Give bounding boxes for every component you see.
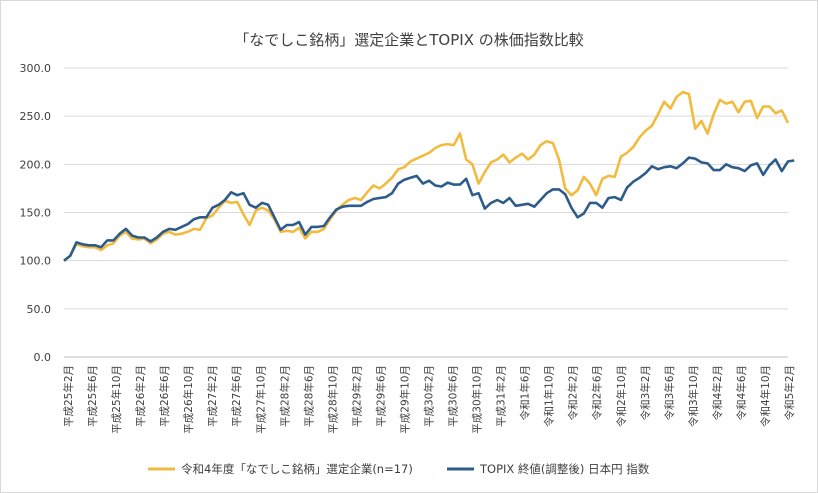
series-lines — [63, 90, 795, 262]
x-tick-label: 令和2年10月 — [615, 365, 628, 427]
y-tick-label: 50.0 — [27, 303, 52, 316]
x-tick-label: 平成25年6月 — [86, 365, 99, 427]
x-tick-label: 平成27年10月 — [254, 365, 267, 434]
legend-label-nadeshiko: 令和4年度「なでしこ銘柄」選定企業(n=17) — [181, 462, 413, 476]
x-tick-label: 平成30年6月 — [447, 365, 460, 427]
y-tick-label: 150.0 — [20, 207, 52, 220]
nadeshiko-series-line — [63, 90, 790, 262]
x-tick-label: 平成28年2月 — [278, 365, 291, 427]
x-tick-label: 令和4年2月 — [711, 365, 724, 420]
x-tick-label: 平成29年10月 — [398, 365, 411, 434]
topix-series-line — [63, 156, 795, 262]
gridlines — [64, 67, 788, 358]
x-tick-label: 令和4年10月 — [759, 365, 772, 427]
legend: 令和4年度「なでしこ銘柄」選定企業(n=17) TOPIX 終値(調整後) 日本… — [148, 462, 650, 476]
x-tick-label: 平成27年2月 — [206, 365, 219, 427]
x-axis-tick-labels: 平成25年2月 平成25年6月 平成25年10月 平成26年2月 平成26年6月 平成26… — [62, 365, 796, 434]
x-tick-label: 令和5年2月 — [783, 365, 796, 420]
x-tick-label: 平成25年10月 — [110, 365, 123, 434]
x-tick-label: 平成27年6月 — [230, 365, 243, 427]
legend-label-topix: TOPIX 終値(調整後) 日本円 指数 — [479, 462, 650, 476]
x-tick-label: 令和4年6月 — [735, 365, 748, 420]
x-tick-label: 平成29年6月 — [374, 365, 387, 427]
x-tick-label: 平成26年10月 — [182, 365, 195, 434]
x-tick-label: 平成25年2月 — [62, 365, 75, 427]
x-tick-label: 平成28年10月 — [326, 365, 339, 434]
x-tick-label: 令和2年6月 — [591, 365, 604, 420]
x-tick-label: 令和2年2月 — [567, 365, 580, 420]
x-tick-label: 平成26年2月 — [134, 365, 147, 427]
x-tick-label: 令和3年10月 — [687, 365, 700, 427]
y-tick-label: 300.0 — [20, 62, 52, 75]
x-tick-label: 平成28年6月 — [302, 365, 315, 427]
x-tick-label: 平成29年2月 — [350, 365, 363, 427]
y-axis-tick-labels: 0.0 50.0 100.0 150.0 200.0 250.0 300.0 — [20, 62, 52, 364]
x-tick-label: 平成26年6月 — [158, 365, 171, 427]
x-tick-label: 令和3年2月 — [639, 365, 652, 420]
y-tick-label: 250.0 — [20, 110, 52, 123]
chart-title: 「なでしこ銘柄」選定企業とTOPIX の株価指数比較 — [234, 31, 584, 49]
x-tick-label: 平成31年2月 — [495, 365, 508, 427]
x-tick-label: 令和1年6月 — [519, 365, 532, 420]
y-tick-label: 0.0 — [34, 351, 52, 364]
x-tick-label: 令和1年10月 — [543, 365, 556, 427]
y-tick-label: 100.0 — [20, 255, 52, 268]
x-tick-label: 平成30年2月 — [423, 365, 436, 427]
y-tick-label: 200.0 — [20, 158, 52, 171]
x-tick-label: 平成30年10月 — [471, 365, 484, 434]
x-tick-label: 令和3年6月 — [663, 365, 676, 420]
